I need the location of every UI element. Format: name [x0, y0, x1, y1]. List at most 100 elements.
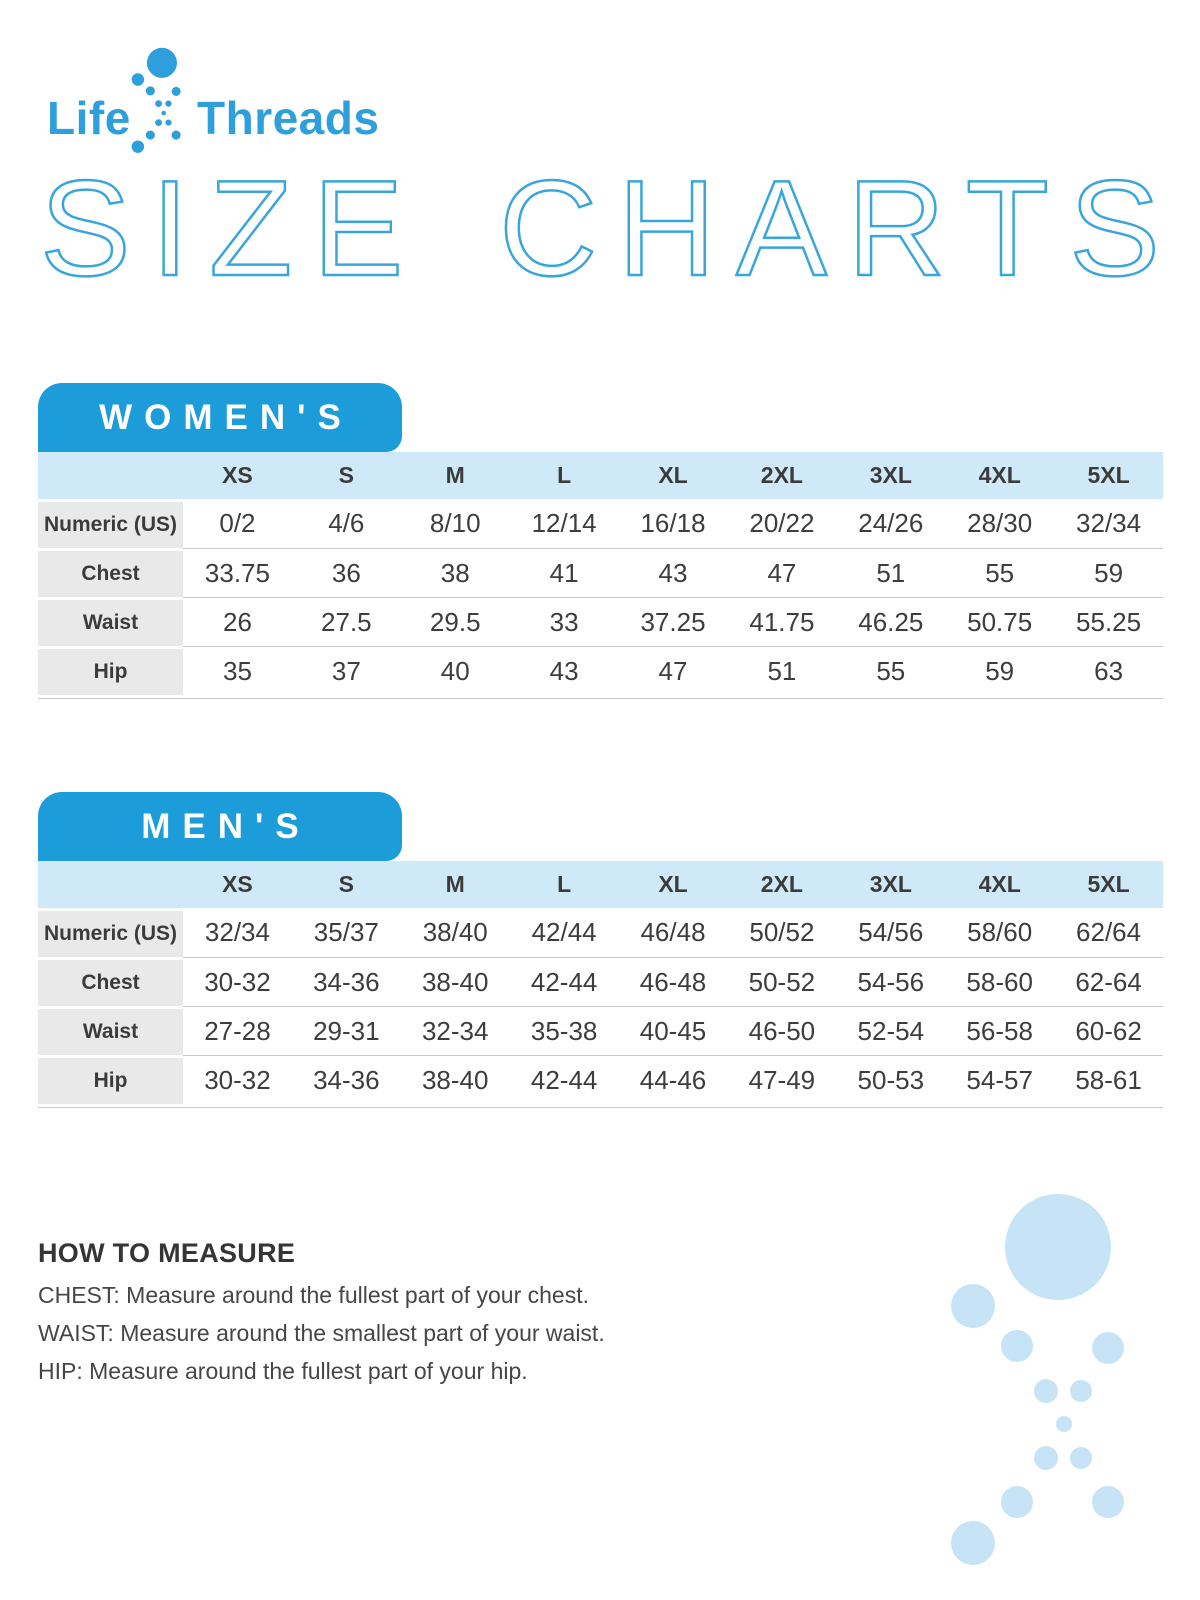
- col-header-l: L: [557, 871, 572, 897]
- headline-letter: H: [616, 152, 717, 304]
- size-value: 42-44: [509, 957, 619, 1006]
- size-value: 46.25: [836, 597, 946, 646]
- size-value: 38-40: [400, 1055, 510, 1104]
- size-value: 51: [727, 646, 837, 695]
- size-value: 46/48: [640, 917, 706, 947]
- mens-size-table: MEN'S XS S M L XL 2XL 3XL 4XL 5XL Numeric (US) 32…: [38, 792, 1164, 1108]
- size-value: 36: [291, 548, 401, 597]
- size-value: 52-54: [836, 1006, 946, 1055]
- mens-table-body: Numeric (US) 32/34 35/37 38/40 42/44 46/48 50/…: [38, 908, 1164, 1108]
- size-value: 32/34: [1076, 508, 1142, 538]
- size-value: 58-60: [945, 957, 1055, 1006]
- headline-letter: T: [965, 152, 1051, 304]
- col-header-2xl: 2XL: [760, 462, 803, 488]
- size-value: 50-53: [836, 1055, 946, 1104]
- size-value: 55: [836, 646, 946, 695]
- womens-row-chest: Chest 33.75 36 38 41 43 47 51 55 59: [38, 548, 1164, 597]
- womens-row-numeric-us: Numeric (US) 0/2 4/6 8/10 12/14 16/18 20/22 24/…: [38, 499, 1163, 548]
- col-header-4xl: 4XL: [978, 871, 1021, 897]
- row-label: Chest: [38, 548, 183, 597]
- size-value: 30-32: [183, 1055, 292, 1104]
- size-value: 33: [509, 597, 619, 646]
- size-value: 43: [509, 646, 619, 695]
- size-value: 47-49: [727, 1055, 837, 1104]
- size-value: 20/22: [749, 508, 815, 538]
- size-value: 8/10: [429, 508, 481, 538]
- size-value: 58-61: [1054, 1055, 1164, 1104]
- size-value: 47: [727, 548, 837, 597]
- col-header-xl: XL: [658, 871, 688, 897]
- size-value: 54/56: [858, 917, 924, 947]
- size-value: 47: [618, 646, 728, 695]
- size-value: 59: [945, 646, 1055, 695]
- measure-line-hip: HIP: Measure around the fullest part of …: [38, 1358, 528, 1384]
- size-value: 38/40: [422, 917, 488, 947]
- size-value: 32-34: [400, 1006, 510, 1055]
- col-header-s: S: [338, 871, 354, 897]
- size-value: 54-57: [945, 1055, 1055, 1104]
- mens-column-headers: XS S M L XL 2XL 3XL 4XL 5XL: [38, 861, 1163, 908]
- size-value: 38: [400, 548, 510, 597]
- row-label: Hip: [38, 1055, 183, 1104]
- womens-row-hip: Hip 35 37 40 43 47 51 55 59 63: [38, 646, 1164, 695]
- size-value: 30-32: [183, 957, 292, 1006]
- womens-size-table: WOMEN'S XS S M L XL 2XL 3XL 4XL 5XL Numeric (US)…: [38, 383, 1164, 699]
- size-value: 35-38: [509, 1006, 619, 1055]
- size-value: 27.5: [291, 597, 401, 646]
- headline-letter: Z: [208, 152, 294, 304]
- size-value: 41.75: [727, 597, 837, 646]
- size-value: 50-52: [727, 957, 837, 1006]
- size-value: 34-36: [291, 957, 401, 1006]
- headline-letter: S: [1068, 152, 1161, 304]
- col-header-xs: XS: [222, 871, 253, 897]
- brand-word-life: Life: [47, 92, 131, 144]
- size-value: 46-48: [618, 957, 728, 1006]
- col-header-xs: XS: [222, 462, 253, 488]
- size-value: 32/34: [204, 917, 270, 947]
- row-label: Chest: [38, 957, 183, 1006]
- womens-column-headers: XS S M L XL 2XL 3XL 4XL 5XL: [38, 452, 1163, 499]
- size-value: 44-46: [618, 1055, 728, 1104]
- headline-letter: C: [498, 152, 599, 304]
- size-value: 33.75: [183, 548, 292, 597]
- col-header-l: L: [557, 462, 572, 488]
- row-label: Waist: [38, 1006, 183, 1055]
- size-value: 58/60: [967, 917, 1033, 947]
- col-header-5xl: 5XL: [1087, 871, 1130, 897]
- mens-tab: MEN'S: [38, 792, 402, 861]
- how-to-measure-title: HOW TO MEASURE: [38, 1238, 296, 1268]
- dna-dots-logo-icon: [117, 41, 197, 160]
- size-value: 63: [1054, 646, 1164, 695]
- headline-letter: A: [735, 152, 828, 304]
- womens-row-waist: Waist 26 27.5 29.5 33 37.25 41.75 46.25 50.75 55.…: [38, 597, 1164, 646]
- size-value: 29.5: [400, 597, 510, 646]
- dna-dots-decoration: [900, 1170, 1181, 1590]
- col-header-xl: XL: [658, 462, 688, 488]
- size-value: 50/52: [749, 917, 815, 947]
- col-header-m: M: [445, 871, 465, 897]
- size-value: 37.25: [618, 597, 728, 646]
- size-value: 55: [945, 548, 1055, 597]
- size-value: 46-50: [727, 1006, 837, 1055]
- col-header-3xl: 3XL: [869, 871, 912, 897]
- size-value: 38-40: [400, 957, 510, 1006]
- row-label: Waist: [38, 597, 183, 646]
- mens-row-hip: Hip 30-32 34-36 38-40 42-44 44-46 47-49 50-53 54…: [38, 1055, 1164, 1104]
- headline-letter: S: [39, 152, 132, 304]
- size-value: 55.25: [1054, 597, 1164, 646]
- womens-tab: WOMEN'S: [38, 383, 402, 452]
- womens-tab-label: WOMEN'S: [99, 397, 353, 437]
- col-header-m: M: [445, 462, 465, 488]
- size-value: 50.75: [945, 597, 1055, 646]
- how-to-measure: HOW TO MEASURE CHEST: Measure around the…: [38, 1238, 758, 1383]
- brand-word-threads: Threads: [197, 92, 380, 144]
- col-header-5xl: 5XL: [1087, 462, 1130, 488]
- headline-letter: R: [846, 152, 947, 304]
- brand-logo: Life Threads: [47, 45, 427, 170]
- size-value: 42-44: [509, 1055, 619, 1104]
- size-value: 35: [183, 646, 292, 695]
- size-value: 62-64: [1054, 957, 1164, 1006]
- headline-letter: I: [150, 152, 190, 304]
- size-value: 62/64: [1076, 917, 1142, 947]
